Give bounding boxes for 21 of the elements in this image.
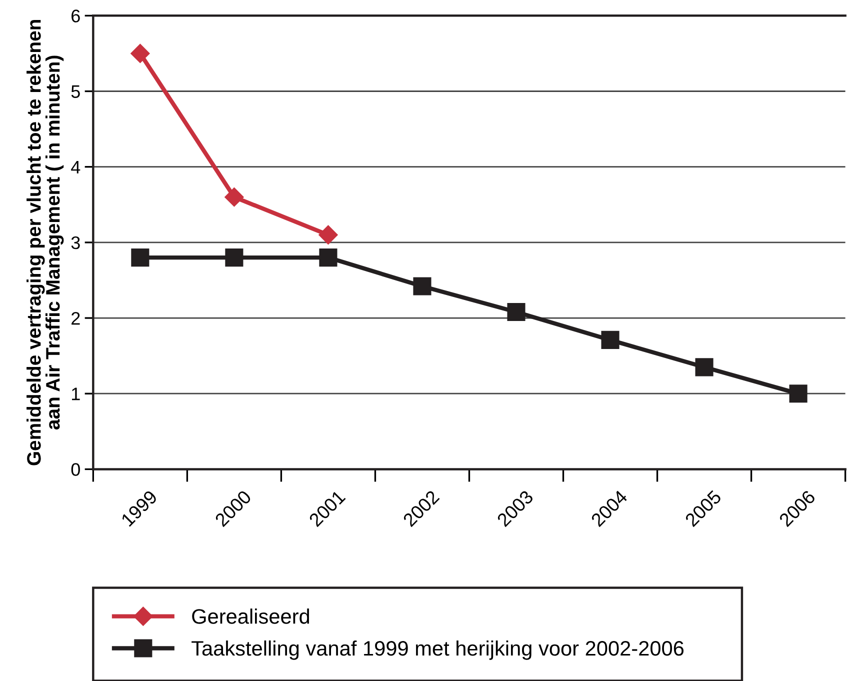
point bbox=[131, 248, 150, 267]
point bbox=[413, 277, 432, 296]
legend-label: Taakstelling vanaf 1999 met herijking voor 2002-2006 bbox=[192, 640, 684, 660]
point bbox=[130, 44, 150, 63]
y-tick-label: 6 bbox=[72, 10, 80, 22]
y-tick-label: 4 bbox=[71, 160, 80, 174]
y-tick-label: 2 bbox=[72, 312, 80, 325]
point bbox=[601, 330, 620, 349]
point bbox=[318, 225, 338, 244]
point bbox=[225, 248, 244, 267]
point bbox=[319, 248, 338, 267]
point bbox=[695, 358, 714, 376]
point bbox=[789, 384, 808, 403]
y-tick-label: 1 bbox=[72, 388, 80, 400]
point bbox=[224, 188, 244, 207]
point bbox=[507, 302, 526, 322]
y-axis-title: Gemiddelde vertraging per vlucht toe te rekenen aan Air Traffic Management ( in minuten) bbox=[26, 20, 64, 466]
legend-label: Gerealiseerd bbox=[192, 608, 310, 624]
y-tick-label: 0 bbox=[71, 463, 80, 476]
y-tick-label: 5 bbox=[71, 85, 80, 98]
y-tick-label: 3 bbox=[71, 236, 80, 250]
